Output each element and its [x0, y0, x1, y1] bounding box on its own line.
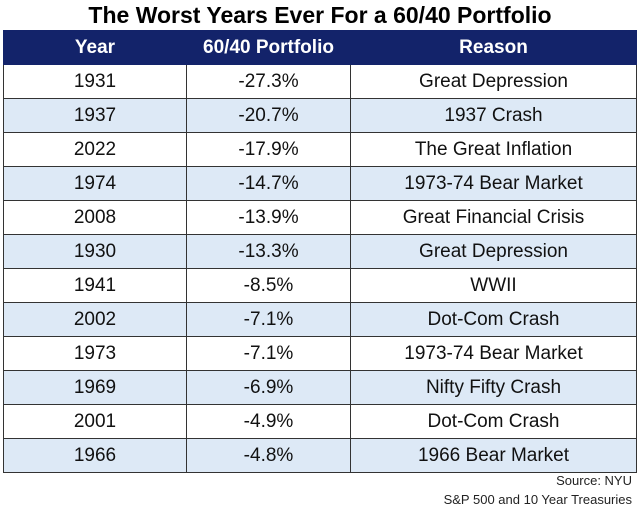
note-label: S&P 500 and 10 Year Treasuries [443, 492, 632, 507]
portfolio-return-cell: -13.3% [186, 234, 351, 269]
header-row: Year 60/40 Portfolio Reason [3, 30, 637, 65]
reason-cell: Great Depression [350, 234, 637, 269]
year-cell: 1974 [3, 166, 187, 201]
reason-cell: 1973-74 Bear Market [350, 336, 637, 371]
year-cell: 2001 [3, 404, 187, 439]
year-cell: 2022 [3, 132, 187, 167]
portfolio-return-cell: -7.1% [186, 336, 351, 371]
reason-cell: Nifty Fifty Crash [350, 370, 637, 405]
year-cell: 1930 [3, 234, 187, 269]
portfolio-return-cell: -13.9% [186, 200, 351, 235]
table-row: 1973 -7.1% 1973-74 Bear Market [3, 336, 637, 371]
table-row: 2008 -13.9% Great Financial Crisis [3, 200, 637, 235]
year-cell: 1969 [3, 370, 187, 405]
portfolio-return-cell: -4.8% [186, 438, 351, 473]
reason-cell: Great Depression [350, 64, 637, 99]
year-cell: 1966 [3, 438, 187, 473]
portfolio-return-cell: -6.9% [186, 370, 351, 405]
reason-cell: 1973-74 Bear Market [350, 166, 637, 201]
reason-cell: 1937 Crash [350, 98, 637, 133]
year-cell: 2002 [3, 302, 187, 337]
table-row: 1974 -14.7% 1973-74 Bear Market [3, 166, 637, 201]
year-cell: 1941 [3, 268, 187, 303]
table-row: 1966 -4.8% 1966 Bear Market [3, 438, 637, 473]
reason-cell: Great Financial Crisis [350, 200, 637, 235]
portfolio-return-cell: -20.7% [186, 98, 351, 133]
portfolio-return-cell: -27.3% [186, 64, 351, 99]
reason-cell: The Great Inflation [350, 132, 637, 167]
table-row: 2022 -17.9% The Great Inflation [3, 132, 637, 167]
portfolio-return-cell: -14.7% [186, 166, 351, 201]
worst-years-table: Year 60/40 Portfolio Reason 1931 -27.3% Gr… [3, 30, 637, 473]
portfolio-return-cell: -7.1% [186, 302, 351, 337]
portfolio-return-cell: -8.5% [186, 268, 351, 303]
table-row: 2001 -4.9% Dot-Com Crash [3, 404, 637, 439]
year-cell: 1937 [3, 98, 187, 133]
table-row: 1941 -8.5% WWII [3, 268, 637, 303]
table-row: 2002 -7.1% Dot-Com Crash [3, 302, 637, 337]
table-row: 1969 -6.9% Nifty Fifty Crash [3, 370, 637, 405]
header-year: Year [3, 30, 187, 65]
reason-cell: 1966 Bear Market [350, 438, 637, 473]
portfolio-return-cell: -4.9% [186, 404, 351, 439]
table-title: The Worst Years Ever For a 60/40 Portfol… [88, 2, 552, 28]
year-cell: 1973 [3, 336, 187, 371]
reason-cell: Dot-Com Crash [350, 404, 637, 439]
reason-cell: Dot-Com Crash [350, 302, 637, 337]
source-label: Source: NYU [556, 473, 632, 488]
reason-cell: WWII [350, 268, 637, 303]
header-reason: Reason [350, 30, 637, 65]
table-row: 1931 -27.3% Great Depression [3, 64, 637, 99]
table-row: 1930 -13.3% Great Depression [3, 234, 637, 269]
year-cell: 1931 [3, 64, 187, 99]
portfolio-return-cell: -17.9% [186, 132, 351, 167]
table-row: 1937 -20.7% 1937 Crash [3, 98, 637, 133]
year-cell: 2008 [3, 200, 187, 235]
header-portfolio: 60/40 Portfolio [186, 30, 351, 65]
